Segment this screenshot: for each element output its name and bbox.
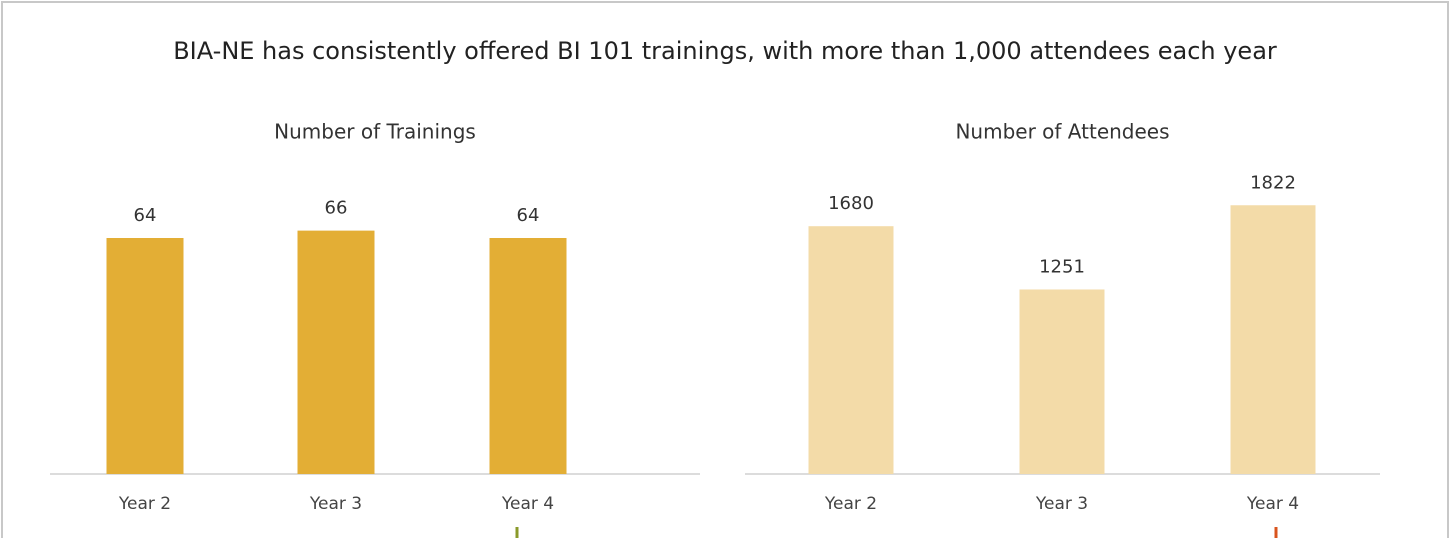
bar: [1230, 205, 1316, 474]
bar: [106, 238, 184, 474]
x-tick-label: Year 2: [824, 494, 877, 514]
x-tick-label: Year 4: [1246, 494, 1299, 514]
x-tick-label: Year 3: [309, 494, 362, 514]
data-label: 64: [517, 205, 540, 226]
data-label: 64: [134, 205, 157, 226]
chart-title: Number of Attendees: [955, 120, 1169, 144]
page-title: BIA-NE has consistently offered BI 101 t…: [173, 37, 1277, 65]
chart-title: Number of Trainings: [274, 120, 476, 144]
x-tick-label: Year 3: [1035, 494, 1088, 514]
x-tick-label: Year 4: [501, 494, 554, 514]
bar: [808, 226, 894, 474]
data-label: 1822: [1250, 172, 1296, 193]
x-tick-label: Year 2: [118, 494, 171, 514]
data-label: 1680: [828, 193, 874, 214]
bar: [297, 230, 375, 474]
data-label: 66: [325, 198, 348, 219]
data-label: 1251: [1039, 256, 1085, 277]
bar: [1019, 289, 1105, 474]
bar: [489, 238, 567, 474]
